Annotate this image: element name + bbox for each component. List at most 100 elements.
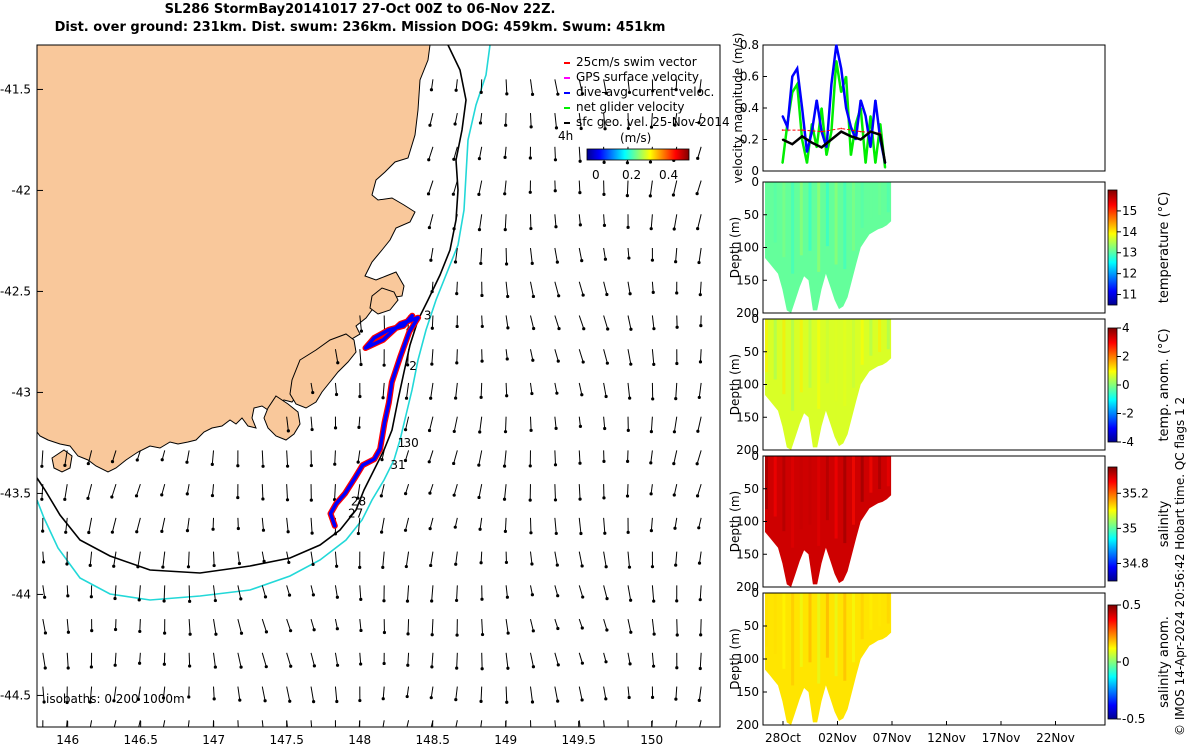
colorbar-tick: 13 bbox=[1122, 246, 1137, 260]
colorbar-label: temp. anom. (°C) bbox=[1157, 328, 1172, 441]
velocity-data-point bbox=[884, 162, 886, 164]
section-y-tick: 0 bbox=[751, 449, 759, 463]
map-x-tick: 147 bbox=[202, 733, 225, 747]
section-panel-2: 0 50 100 150 200 Depth (m) 4 2 0 -2 -4 temp. anom. … bbox=[728, 312, 1172, 457]
velocity-y-axis: 0 0.2 0.4 0.6 0.8 bbox=[740, 38, 767, 178]
colorbar-tick-2: 0.4 bbox=[659, 168, 678, 182]
colorbar-tick: 4 bbox=[1122, 321, 1130, 335]
velocity-data-point bbox=[850, 135, 852, 138]
velocity-data-point bbox=[820, 107, 823, 109]
velocity-data-point bbox=[825, 154, 828, 157]
colorbar-unit-label: (m/s) bbox=[620, 131, 651, 145]
velocity-data-point bbox=[879, 122, 882, 125]
velocity-data-point bbox=[864, 115, 867, 117]
colorbar-tick: 35 bbox=[1122, 521, 1137, 535]
section-y-tick: 50 bbox=[744, 208, 759, 222]
velocity-y-tick: 0.4 bbox=[740, 101, 759, 115]
section-y-tick: 100 bbox=[736, 378, 759, 392]
colorbar-tick: 14 bbox=[1122, 225, 1137, 239]
velocity-data-point bbox=[820, 130, 823, 133]
section-colorbar bbox=[1107, 327, 1118, 443]
legend-gps-velocity: GPS surface velocity bbox=[576, 70, 699, 84]
section-ylabel: Depth (m) bbox=[728, 628, 742, 689]
maria-island bbox=[369, 287, 399, 315]
section-data-curtain bbox=[765, 319, 892, 450]
velocity-data-point bbox=[830, 138, 833, 141]
velocity-series-line bbox=[781, 130, 887, 164]
legend-sfc-geo-velocity: sfc geo. vel. 25-Nov-2014 bbox=[576, 115, 730, 129]
section-y-tick: 0 bbox=[751, 175, 759, 189]
velocity-data-point bbox=[781, 129, 784, 131]
section-y-tick: 200 bbox=[736, 580, 759, 594]
speed-colorbar: 4h (m/s) 0 0.2 0.4 bbox=[558, 129, 690, 182]
velocity-y-tick: 0.2 bbox=[740, 133, 759, 147]
isobath-1000m bbox=[37, 45, 491, 601]
velocity-data-point bbox=[884, 167, 886, 169]
section-y-tick: 50 bbox=[744, 345, 759, 359]
section-colorbar bbox=[1107, 189, 1118, 306]
day-label: 28 bbox=[351, 495, 366, 509]
velocity-data-point bbox=[840, 127, 842, 130]
colorbar-tick: 11 bbox=[1122, 288, 1137, 302]
bruny-island bbox=[51, 449, 73, 473]
velocity-data-point bbox=[815, 99, 818, 101]
map-x-axis: 146 146.5 147 147.5 148 148.5 149 149.5 150 bbox=[56, 721, 663, 747]
colorbar-tick-0: 0 bbox=[592, 168, 600, 182]
colorbar-tick: 0.5 bbox=[1122, 598, 1141, 612]
velocity-data-point bbox=[796, 83, 798, 86]
colorbar-side-label: 4h bbox=[558, 129, 573, 143]
velocity-data-point bbox=[845, 75, 847, 78]
section-x-tick: 28Oct bbox=[765, 731, 801, 745]
map-x-tick: 149.5 bbox=[561, 733, 595, 747]
section-ylabel: Depth (m) bbox=[728, 217, 742, 278]
colorbar-tick: 15 bbox=[1122, 204, 1137, 218]
velocity-data-point bbox=[820, 146, 823, 149]
map-x-tick: 150 bbox=[640, 733, 663, 747]
velocity-data-point bbox=[879, 133, 882, 136]
section-y-tick: 150 bbox=[736, 685, 759, 699]
velocity-data-point bbox=[874, 99, 877, 101]
section-colorbar bbox=[1107, 604, 1118, 720]
velocity-data-point bbox=[840, 91, 842, 94]
velocity-data-point bbox=[859, 130, 862, 133]
tasman-peninsula bbox=[263, 395, 301, 441]
map-y-tick: -42.5 bbox=[0, 284, 31, 298]
map-y-tick: -43.5 bbox=[0, 486, 31, 500]
isobath-label: isobaths: 0 200 1000m bbox=[46, 692, 185, 706]
section-y-tick: 0 bbox=[751, 312, 759, 326]
geostrophic-velocity-arrows bbox=[40, 79, 703, 727]
velocity-data-point bbox=[825, 146, 828, 149]
section-y-tick: 100 bbox=[736, 652, 759, 666]
section-y-tick: 100 bbox=[736, 241, 759, 255]
velocity-y-tick: 0 bbox=[751, 164, 759, 178]
colorbar-tick: 34.8 bbox=[1122, 556, 1149, 570]
velocity-data-point bbox=[801, 135, 803, 138]
velocity-y-tick: 0.6 bbox=[740, 70, 759, 84]
map-legend: 25cm/s swim vector GPS surface velocity … bbox=[564, 55, 730, 129]
day-label: 1 bbox=[398, 436, 406, 450]
velocity-data-point bbox=[840, 130, 842, 133]
plot-title-line2: Dist. over ground: 231km. Dist. swum: 23… bbox=[54, 20, 666, 35]
velocity-data-point bbox=[781, 138, 784, 141]
section-colorbar bbox=[1107, 466, 1118, 582]
velocity-y-tick: 0.8 bbox=[740, 38, 759, 52]
map-y-tick: -44.5 bbox=[0, 688, 31, 702]
section-data-curtain bbox=[765, 182, 892, 313]
section-y-tick: 150 bbox=[736, 410, 759, 424]
legend-net-glider-velocity: net glider velocity bbox=[576, 100, 684, 114]
legend-swim-vector: 25cm/s swim vector bbox=[576, 55, 697, 69]
velocity-series-line bbox=[782, 127, 881, 134]
section-y-tick: 200 bbox=[736, 718, 759, 732]
section-x-tick: 07Nov bbox=[873, 731, 912, 745]
colorbar-tick: 12 bbox=[1122, 267, 1137, 281]
colorbar-label: salinity anom. bbox=[1157, 616, 1172, 708]
velocity-ylabel: velocity magnitude (m/s) bbox=[731, 33, 745, 184]
colorbar-tick: 2 bbox=[1122, 350, 1130, 364]
colorbar-label: salinity bbox=[1157, 500, 1172, 547]
colorbar-label: temperature (°C) bbox=[1157, 192, 1172, 304]
map-x-tick: 148 bbox=[348, 733, 371, 747]
section-data-curtain bbox=[765, 456, 892, 587]
velocity-data-point bbox=[830, 83, 833, 86]
glider-track-current bbox=[328, 313, 420, 528]
